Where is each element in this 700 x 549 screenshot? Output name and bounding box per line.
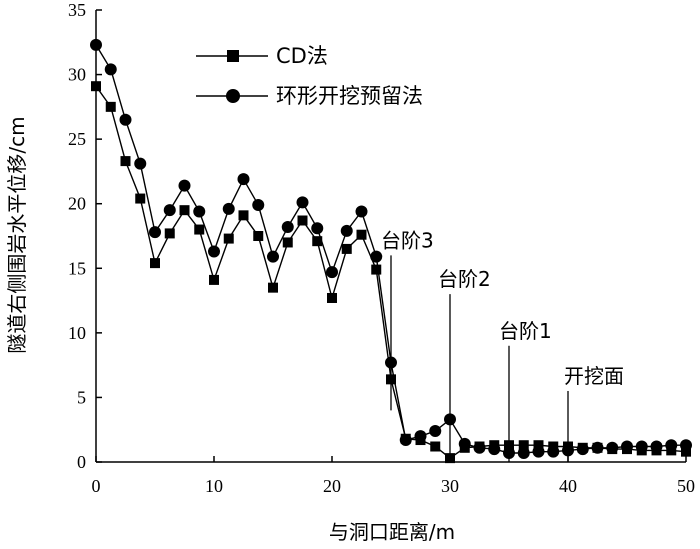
data-point — [517, 446, 530, 459]
data-point — [267, 250, 279, 263]
annotation-label: 台阶1 — [499, 319, 552, 343]
legend-marker — [226, 89, 240, 103]
data-point — [237, 173, 250, 186]
data-point — [445, 453, 455, 464]
data-point — [149, 226, 161, 239]
y-tick-label: 10 — [68, 323, 86, 343]
data-point — [281, 220, 294, 233]
data-point — [621, 440, 633, 453]
y-tick-label: 30 — [68, 65, 86, 85]
data-point — [429, 425, 442, 438]
data-point — [134, 157, 147, 170]
data-point — [635, 440, 648, 453]
data-point — [238, 210, 249, 221]
data-point — [414, 430, 427, 443]
data-point — [340, 224, 353, 237]
data-point — [386, 374, 396, 385]
data-point — [105, 101, 116, 112]
data-point — [650, 440, 663, 453]
data-point — [208, 245, 220, 258]
annotation-label: 台阶2 — [438, 267, 491, 291]
data-point — [591, 441, 604, 454]
data-point — [282, 237, 293, 248]
data-point — [356, 229, 367, 240]
data-point — [135, 193, 146, 204]
data-point — [119, 113, 132, 126]
y-tick-label: 25 — [68, 129, 86, 149]
data-point — [665, 439, 678, 452]
data-point — [253, 231, 264, 241]
y-tick-label: 35 — [68, 0, 86, 20]
data-point — [562, 444, 574, 457]
data-point — [194, 224, 205, 235]
data-point — [444, 413, 456, 426]
data-point — [222, 202, 235, 215]
x-tick-label: 20 — [323, 476, 341, 496]
data-point — [503, 446, 515, 459]
data-point — [120, 156, 131, 167]
data-point — [223, 233, 234, 244]
data-point — [370, 250, 383, 263]
data-point — [91, 81, 101, 92]
y-tick-label: 0 — [77, 452, 86, 472]
y-tick-label: 5 — [77, 387, 86, 407]
legend-label: CD法 — [276, 44, 328, 68]
data-point — [296, 196, 309, 209]
data-point — [179, 205, 190, 216]
data-point — [547, 445, 560, 458]
annotation-label: 开挖面 — [564, 364, 624, 388]
data-point — [297, 215, 308, 226]
x-axis-title: 与洞口距离/m — [329, 520, 455, 544]
y-tick-label: 20 — [68, 194, 86, 214]
data-point — [473, 441, 486, 454]
data-point — [341, 243, 352, 254]
data-point — [252, 199, 265, 212]
data-point — [532, 445, 545, 458]
x-tick-label: 10 — [205, 476, 223, 496]
data-point — [680, 439, 692, 452]
data-point — [193, 205, 206, 218]
data-point — [681, 446, 691, 457]
y-tick-label: 15 — [68, 258, 86, 278]
legend-marker — [227, 50, 239, 62]
data-point — [311, 222, 324, 235]
x-tick-label: 50 — [677, 476, 695, 496]
data-point — [518, 440, 529, 451]
data-point — [430, 441, 441, 452]
data-point — [355, 205, 368, 218]
data-point — [312, 236, 323, 247]
data-point — [606, 441, 619, 454]
data-point — [326, 266, 338, 279]
x-tick-label: 40 — [559, 476, 577, 496]
data-point — [371, 264, 382, 275]
data-point — [209, 274, 219, 285]
data-point — [504, 440, 514, 451]
data-point — [399, 434, 412, 447]
data-point — [150, 258, 160, 269]
x-tick-label: 30 — [441, 476, 459, 496]
x-tick-label: 0 — [92, 476, 101, 496]
data-point — [533, 440, 544, 451]
data-point — [104, 63, 117, 76]
data-point — [576, 443, 589, 456]
data-point — [268, 282, 278, 293]
legend-label: 环形开挖预留法 — [276, 84, 423, 108]
data-point — [164, 228, 175, 239]
data-point — [458, 437, 471, 450]
data-point — [178, 179, 191, 192]
data-point — [327, 292, 337, 303]
data-point — [488, 443, 501, 456]
y-axis-title: 隧道右侧围岩水平位移/cm — [5, 116, 29, 353]
data-point — [163, 204, 176, 217]
data-point — [90, 38, 102, 51]
annotation-label: 台阶3 — [381, 228, 434, 252]
data-point — [385, 356, 397, 369]
